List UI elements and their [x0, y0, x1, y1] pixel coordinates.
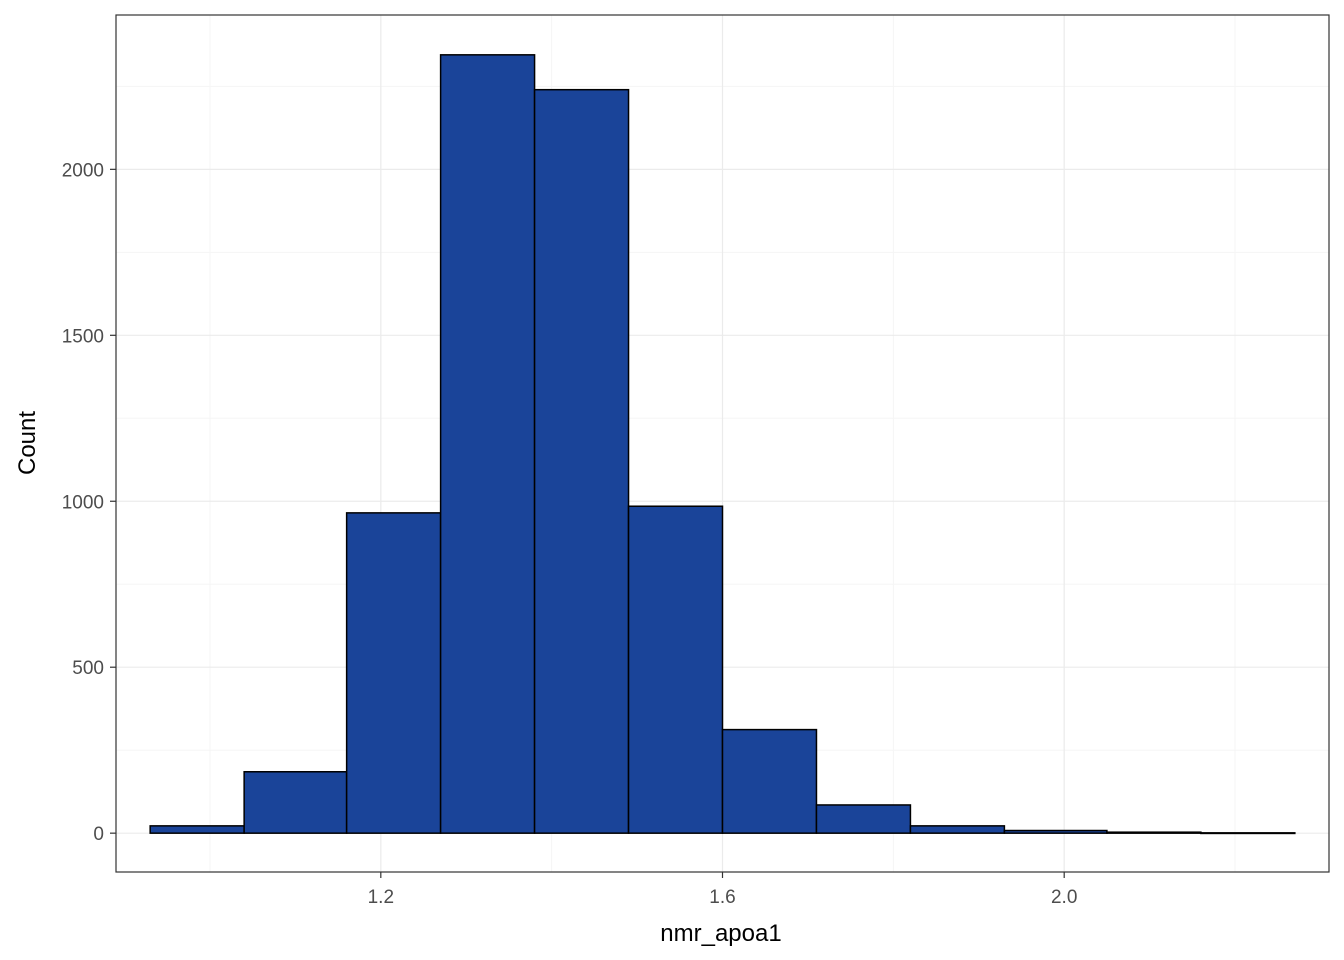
y-tick-label: 1000: [62, 492, 104, 513]
y-tick-label: 2000: [62, 160, 104, 181]
y-axis-title: Count: [14, 411, 41, 475]
histogram-bar: [1106, 831, 1202, 834]
histogram-bar: [1003, 829, 1108, 834]
x-axis-title: nmr_apoa1: [660, 920, 781, 947]
y-tick-label: 500: [72, 658, 104, 679]
x-axis-ticks: 1.2 1.6 2.0: [368, 872, 1077, 908]
x-tick-label: 1.2: [368, 887, 394, 908]
y-tick-label: 1500: [62, 326, 104, 347]
x-tick-label: 2.0: [1051, 887, 1077, 908]
histogram-bar: [815, 804, 912, 834]
histogram-bar: [909, 825, 1006, 834]
y-axis-ticks: 0 500 1000 1500 2000: [62, 160, 116, 845]
histogram-bar: [149, 825, 245, 834]
histogram-bar: [533, 88, 630, 834]
histogram-bars: [149, 54, 1296, 835]
y-tick-label: 0: [93, 824, 104, 845]
histogram-bar: [627, 505, 724, 834]
histogram-bar: [345, 512, 442, 834]
histogram-bar: [243, 771, 348, 834]
histogram-bar: [439, 54, 536, 834]
histogram-bar: [721, 728, 818, 834]
histogram-bar: [1200, 832, 1296, 835]
x-tick-label: 1.6: [709, 887, 735, 908]
